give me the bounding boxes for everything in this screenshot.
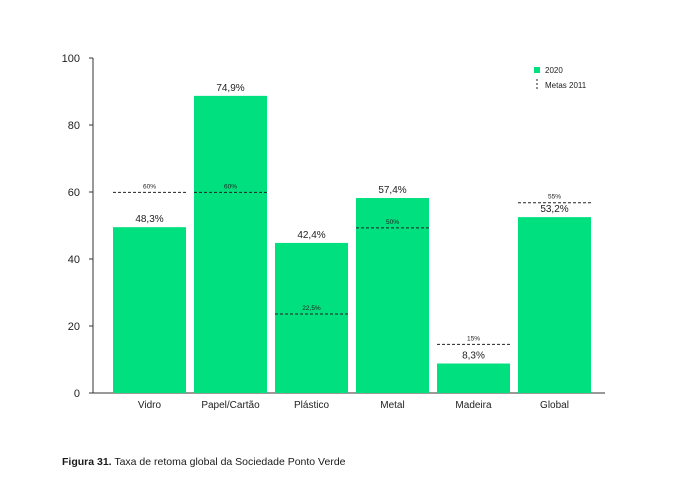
value-label-0: 48,3% [135, 214, 163, 225]
y-tick-label-20: 20 [68, 321, 80, 333]
value-label-2: 42,4% [297, 230, 325, 241]
legend-label-2020: 2020 [545, 66, 563, 75]
target-label-3: 50% [386, 219, 399, 226]
category-label-1: Papel/Cartão [201, 400, 260, 411]
bar-4 [437, 363, 510, 393]
bar-3 [356, 198, 429, 393]
y-tick-label-80: 80 [68, 120, 80, 132]
target-label-2: 22,5% [302, 305, 321, 312]
category-label-4: Madeira [455, 400, 492, 411]
category-label-5: Global [540, 400, 569, 411]
target-label-0: 60% [143, 183, 156, 190]
target-label-1: 60% [224, 183, 237, 190]
category-label-3: Metal [380, 400, 404, 411]
target-lines-metas-2011 [113, 191, 591, 345]
figure-caption: Figura 31. Taxa de retoma global da Soci… [62, 456, 346, 468]
target-label-5: 55% [548, 194, 561, 201]
bar-2 [275, 242, 348, 393]
bars-2020 [113, 95, 591, 393]
bar-0 [113, 227, 186, 393]
data-labels: 48,3% 60% Vidro 74,9% 60% Papel/Cartão 42,4% 22… [135, 83, 569, 411]
y-tick-label-40: 40 [68, 254, 80, 266]
bar-5 [518, 217, 591, 393]
value-label-5: 53,2% [540, 204, 568, 215]
legend: 2020 Metas 2011 [534, 66, 587, 91]
figure-caption-text: Taxa de retoma global da Sociedade Ponto… [111, 456, 346, 468]
figure-caption-label: Figura 31. [62, 456, 112, 468]
bar-chart: 0 20 40 60 80 100 48,3% 60% Vidro 74,9% 60% Papel/… [62, 53, 605, 411]
category-label-2: Plástico [294, 400, 329, 411]
y-tick-label-100: 100 [62, 53, 80, 65]
category-label-0: Vidro [138, 400, 162, 411]
y-tick-label-0: 0 [74, 388, 80, 400]
value-label-1: 74,9% [216, 83, 244, 94]
target-label-4: 15% [467, 335, 480, 342]
legend-swatch-2020 [534, 67, 540, 73]
legend-label-metas-2011: Metas 2011 [545, 81, 587, 90]
value-label-3: 57,4% [378, 185, 406, 196]
y-tick-label-60: 60 [68, 187, 80, 199]
value-label-4: 8,3% [462, 351, 485, 362]
bar-1 [194, 95, 267, 393]
